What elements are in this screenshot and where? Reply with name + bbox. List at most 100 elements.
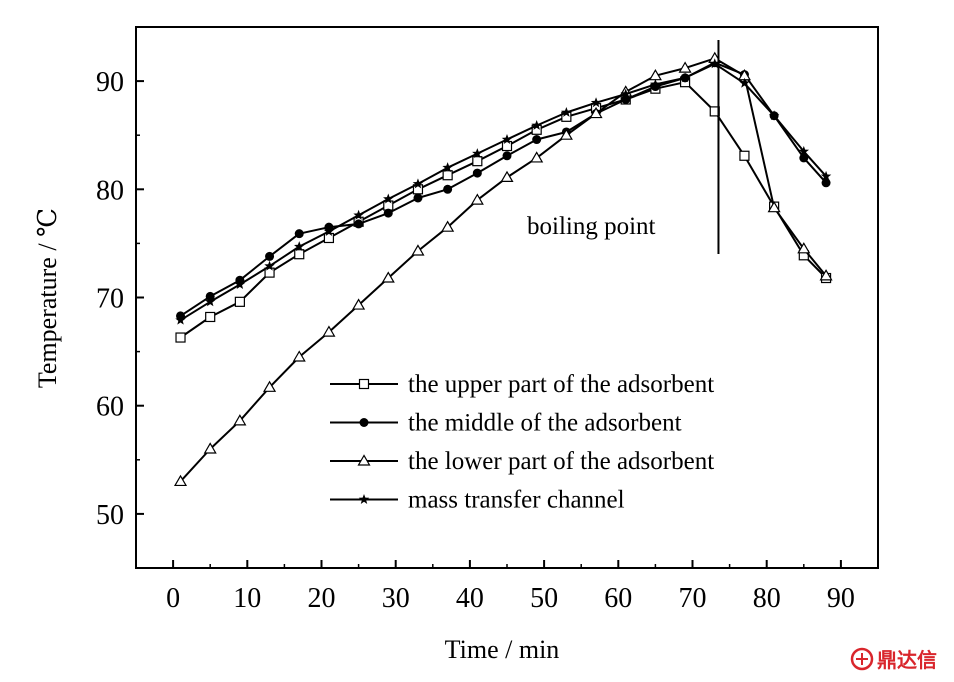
- series-2: [176, 58, 831, 321]
- legend-marker: [359, 418, 369, 427]
- data-point: [502, 151, 512, 161]
- x-tick-label: 90: [827, 583, 855, 614]
- data-point: [501, 140, 513, 152]
- data-point: [234, 296, 245, 307]
- data-point: [820, 170, 832, 181]
- legend: the upper part of the adsorbent the middl…: [330, 371, 714, 514]
- annotation: boiling point: [527, 40, 720, 254]
- data-point: [470, 193, 484, 205]
- data-point: [472, 148, 483, 159]
- data-point: [441, 220, 455, 232]
- legend-marker: [357, 454, 371, 466]
- legend-item: the upper part of the adsorbent: [330, 371, 714, 398]
- data-point: [353, 209, 364, 220]
- data-point: [798, 145, 810, 156]
- y-tick-label: 90: [96, 67, 124, 98]
- data-point: [412, 178, 424, 189]
- data-point: [590, 97, 602, 108]
- data-point: [263, 380, 277, 392]
- data-point: [383, 208, 393, 218]
- x-tick-label: 70: [679, 583, 707, 614]
- x-tick-label: 20: [308, 583, 336, 614]
- y-tick-label: 50: [96, 500, 124, 531]
- data-point: [679, 72, 691, 83]
- x-tick-label: 80: [753, 583, 781, 614]
- data-point: [650, 78, 661, 89]
- data-point: [442, 170, 453, 181]
- legend-label: the middle of the adsorbent: [408, 410, 682, 437]
- watermark: 鼎达信: [850, 647, 937, 672]
- data-point: [354, 219, 364, 229]
- data-point: [530, 151, 544, 163]
- data-point: [323, 226, 335, 236]
- data-point: [294, 249, 305, 260]
- data-point: [413, 193, 423, 203]
- data-point: [204, 296, 216, 307]
- data-point: [472, 168, 482, 178]
- series-1: [175, 77, 832, 343]
- data-point: [294, 229, 304, 239]
- y-tick-label: 80: [96, 175, 124, 206]
- legend-item: the middle of the adsorbent: [330, 410, 682, 437]
- data-point: [767, 200, 781, 213]
- data-point: [383, 193, 394, 204]
- x-tick-label: 60: [604, 583, 632, 614]
- data-point: [203, 442, 217, 454]
- data-point: [173, 474, 188, 487]
- boiling-point-label: boiling point: [527, 213, 656, 240]
- data-point: [799, 153, 809, 163]
- legend-label: mass transfer channel: [408, 487, 625, 514]
- y-axis-title: Temperature / ℃: [33, 208, 62, 388]
- data-point: [264, 260, 275, 271]
- legend-label: the upper part of the adsorbent: [408, 371, 714, 398]
- data-point: [443, 184, 453, 194]
- y-tick-label: 60: [96, 392, 124, 423]
- data-point: [500, 170, 514, 182]
- x-tick-label: 40: [456, 583, 484, 614]
- data-point: [739, 150, 750, 161]
- data-point: [411, 244, 425, 256]
- data-point: [768, 110, 780, 121]
- data-point: [292, 350, 306, 362]
- series-line: [179, 61, 827, 317]
- x-tick-label: 30: [382, 583, 410, 614]
- data-point: [442, 162, 453, 173]
- watermark-logo-mark: [856, 653, 868, 665]
- legend-marker: [358, 494, 370, 504]
- data-point: [233, 414, 247, 426]
- data-point: [175, 314, 186, 325]
- data-point: [175, 332, 186, 343]
- x-axis-title: Time / min: [445, 635, 560, 664]
- data-point: [739, 77, 750, 88]
- legend-label: the lower part of the adsorbent: [408, 448, 714, 475]
- data-point: [265, 251, 275, 261]
- data-point: [205, 311, 216, 323]
- data-point: [264, 267, 275, 278]
- data-point: [472, 156, 483, 167]
- data-point: [234, 279, 246, 289]
- data-point: [531, 119, 542, 130]
- x-tick-label: 50: [530, 583, 558, 614]
- series-4: [175, 58, 832, 325]
- watermark-text: 鼎达信: [877, 648, 937, 672]
- x-axis: 0 10 20 30 40 50 60 70 80 90: [135, 560, 879, 614]
- data-point: [381, 271, 395, 283]
- watermark-logo-icon: [850, 647, 874, 671]
- data-point: [322, 325, 336, 337]
- y-axis: 50 60 70 80 90: [96, 26, 144, 569]
- data-point: [821, 178, 831, 188]
- y-tick-label: 70: [96, 284, 124, 315]
- data-point: [819, 269, 833, 281]
- x-tick-label: 10: [233, 583, 261, 614]
- data-point: [532, 135, 542, 145]
- data-point: [709, 58, 720, 69]
- data-point: [561, 106, 572, 117]
- series-line: [179, 81, 827, 339]
- legend-marker: [358, 378, 370, 390]
- data-point: [589, 106, 603, 119]
- data-point: [559, 128, 573, 140]
- data-point: [620, 88, 631, 99]
- data-point: [352, 298, 366, 310]
- data-point: [323, 232, 335, 244]
